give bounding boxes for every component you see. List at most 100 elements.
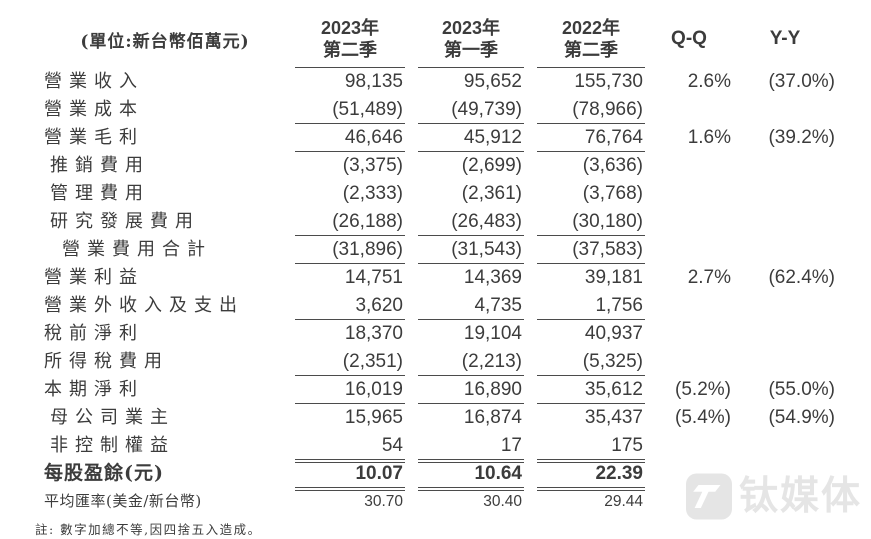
column-gap [837,10,871,68]
value-2023q1: (2,361) [461,183,522,204]
row-label: 管理費用 [50,183,150,204]
value-yy [733,348,837,376]
table-row: 營業外收入及支出 3,620 4,735 1,756 [0,292,871,320]
column-header-2023q1: 2023年 第一季 [418,10,524,68]
column-gap [405,320,418,348]
table-row: 本期淨利 16,019 16,890 35,612 (5.2%) (55.0%) [0,376,871,404]
column-gap [405,376,418,404]
column-header-year: 2023年 [320,17,380,38]
value-2022q2: 155,730 [574,71,643,92]
column-gap [837,180,871,208]
table-row: 所得稅費用 (2,351) (2,213) (5,325) [0,348,871,376]
value-2023q2: (51,489) [295,96,405,124]
column-gap [837,404,871,432]
column-gap [837,124,871,152]
value-2023q1: 30.40 [483,493,522,510]
value-yy [733,152,837,180]
column-gap [524,236,537,264]
value-yy: (62.4%) [768,267,835,288]
value-2022q2: (37,583) [537,236,645,264]
table-row: 推銷費用 (3,375) (2,699) (3,636) [0,152,871,180]
value-qq [645,320,733,348]
column-gap [524,96,537,124]
column-gap [837,96,871,124]
table-row: 營業費用合計 (31,896) (31,543) (37,583) [0,236,871,264]
row-label: 營業收入 [44,71,144,92]
table-row: 管理費用 (2,333) (2,361) (3,768) [0,180,871,208]
column-gap [405,460,418,491]
table-body: 營業收入 98,135 95,652 155,730 2.6% (37.0%) … [0,68,871,516]
value-qq: (5.2%) [675,379,731,400]
row-label: 推銷費用 [50,155,150,176]
value-2023q2: 98,135 [344,71,403,92]
value-qq: 2.6% [687,71,731,92]
column-gap [405,10,418,68]
tmtpost-logo-icon [686,473,732,520]
column-gap [524,124,537,152]
value-2023q1: (49,739) [418,96,524,124]
column-header-year: 2023年 [441,17,501,38]
value-2023q1: 19,104 [463,323,522,344]
value-2023q2: (2,351) [295,348,405,376]
value-2023q1: 14,369 [463,267,522,288]
column-header-quarter: 第二季 [323,39,377,60]
column-gap [524,488,537,516]
table-row: 母公司業主 15,965 16,874 35,437 (5.4%) (54.9%… [0,404,871,432]
row-label: 平均匯率(美金/新台幣) [44,492,202,510]
value-qq [645,96,733,124]
value-2023q2: 54 [295,432,405,463]
value-2022q2: 35,437 [584,407,643,428]
column-gap [405,488,418,516]
value-2023q1: 10.64 [418,460,524,491]
column-gap [837,348,871,376]
row-label: 所得稅費用 [44,351,169,372]
value-yy: (37.0%) [768,71,835,92]
unit-label: (單位:新台幣佰萬元) [80,31,250,52]
value-2023q2: (2,333) [342,183,403,204]
table-row: 每股盈餘(元) 10.07 10.64 22.39 [0,460,871,491]
column-gap [405,236,418,264]
row-label: 營業毛利 [44,127,144,148]
row-label: 營業利益 [44,267,144,288]
value-2023q2: 30.70 [364,493,403,510]
column-header-2022q2: 2022年 第二季 [537,10,645,68]
column-gap [524,208,537,236]
value-2023q1: 45,912 [418,124,524,152]
column-gap [405,124,418,152]
value-yy [733,432,837,463]
value-2022q2: 40,937 [584,323,643,344]
value-yy: (54.9%) [768,407,835,428]
value-qq [645,180,733,208]
column-gap [524,432,537,463]
table-header: (單位:新台幣佰萬元) 2023年 第二季 2023年 第一季 2022年 第二… [0,10,871,68]
column-gap [837,292,871,320]
tmtpost-brand-text: 钛媒体 [739,475,863,518]
value-qq [645,152,733,180]
column-gap [837,236,871,264]
row-label: 本期淨利 [44,379,144,400]
value-yy [733,96,837,124]
value-qq: (5.4%) [675,407,731,428]
value-2022q2: 175 [537,432,645,463]
table-row: 稅前淨利 18,370 19,104 40,937 [0,320,871,348]
column-gap [405,292,418,320]
value-2023q2: 46,646 [295,124,405,152]
tmtpost-watermark: 钛媒体 [686,473,862,520]
value-2023q2: 14,751 [344,267,403,288]
column-header-qq: Q-Q [671,28,707,49]
value-qq [645,292,733,320]
column-gap [837,320,871,348]
value-yy [733,320,837,348]
value-2022q2: (5,325) [537,348,645,376]
value-qq [645,236,733,264]
row-label: 營業外收入及支出 [44,295,244,316]
value-2023q1: (26,483) [418,208,524,236]
column-gap [837,376,871,404]
value-qq [645,348,733,376]
column-gap [524,320,537,348]
value-2023q2: 3,620 [295,292,405,320]
column-gap [837,152,871,180]
value-2023q2: 18,370 [344,323,403,344]
value-2022q2: 1,756 [537,292,645,320]
value-yy [733,180,837,208]
